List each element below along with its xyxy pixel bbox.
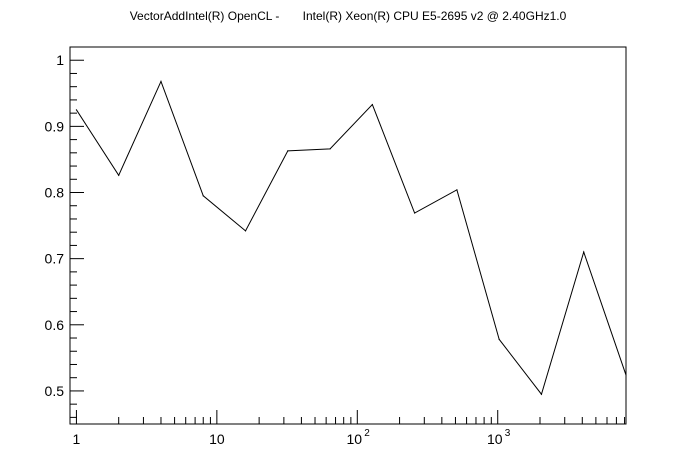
data-point bbox=[540, 393, 543, 395]
data-point bbox=[160, 80, 162, 82]
data-point bbox=[625, 374, 627, 376]
data-point bbox=[456, 189, 458, 191]
x-tick-label-base: 1 bbox=[73, 431, 81, 447]
data-point bbox=[329, 148, 331, 150]
x-tick-label: 10 2 bbox=[347, 428, 371, 447]
y-axis-tick-labels: 0.5 0.6 0.7 0.8 0.9 1 bbox=[45, 52, 65, 399]
y-tick-label: 1 bbox=[56, 52, 64, 68]
data-point bbox=[583, 251, 585, 253]
series-layer bbox=[75, 80, 627, 396]
plot-frame bbox=[69, 46, 627, 425]
y-axis-ticks bbox=[70, 46, 84, 418]
data-point bbox=[498, 338, 500, 340]
x-axis-tick-labels: 1 10 10 2 10 3 bbox=[73, 428, 511, 447]
y-tick-label: 0.7 bbox=[45, 251, 65, 267]
x-tick-label-base: 10 bbox=[487, 431, 503, 447]
y-tick-label: 0.6 bbox=[45, 317, 65, 333]
data-point bbox=[371, 103, 373, 106]
x-tick-label-base: 10 bbox=[347, 431, 363, 447]
x-tick-label-base: 10 bbox=[209, 431, 225, 447]
data-point bbox=[244, 230, 247, 232]
data-point bbox=[75, 109, 78, 111]
y-tick-label: 0.8 bbox=[45, 185, 65, 201]
x-tick-label-exponent: 2 bbox=[364, 428, 370, 439]
y-tick-label: 0.9 bbox=[45, 118, 65, 134]
chart-title: VectorAddIntel(R) OpenCL - Intel(R) Xeon… bbox=[130, 9, 567, 23]
y-tick-label: 0.5 bbox=[45, 383, 65, 399]
x-tick-label: 10 bbox=[209, 431, 225, 447]
data-point bbox=[118, 174, 120, 176]
x-tick-label: 1 bbox=[73, 431, 81, 447]
series-line bbox=[76, 80, 627, 396]
data-point bbox=[414, 212, 416, 214]
x-axis-ticks bbox=[75, 410, 626, 424]
x-tick-label: 10 3 bbox=[487, 428, 511, 447]
data-point bbox=[287, 150, 289, 152]
x-tick-label-exponent: 3 bbox=[505, 428, 511, 439]
data-point bbox=[202, 195, 204, 197]
